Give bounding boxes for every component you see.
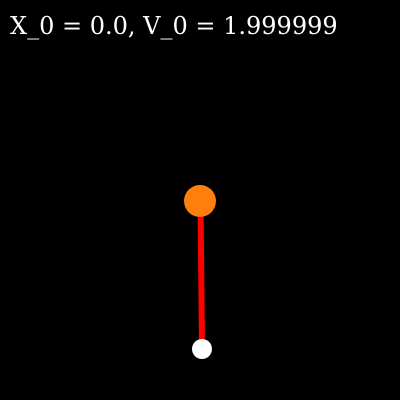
initial-conditions-readout: X_0 = 0.0, V_0 = 1.999999	[10, 12, 338, 40]
pendulum-rod	[197, 198, 205, 352]
pendulum-bob	[184, 185, 216, 217]
pendulum-pivot	[192, 339, 212, 359]
